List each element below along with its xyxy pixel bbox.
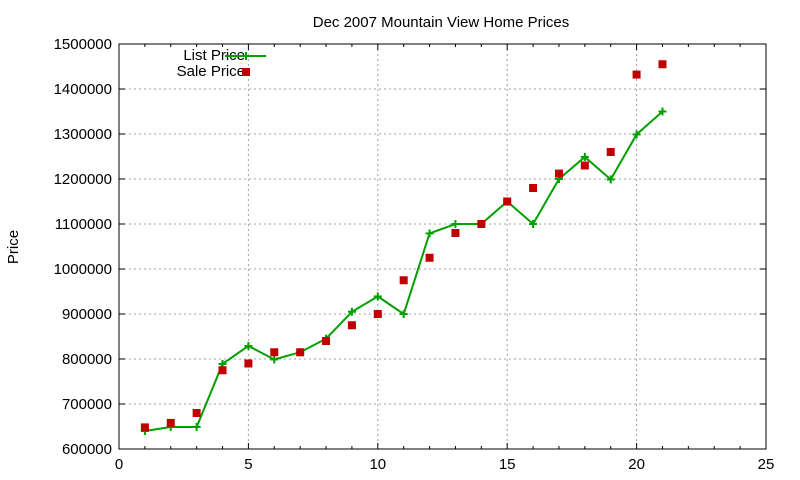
list-price-point <box>399 310 408 318</box>
sale-price-point <box>606 148 615 156</box>
sale-price-point <box>477 220 486 228</box>
list-price-point <box>192 422 201 431</box>
sale-price-point <box>529 184 538 192</box>
x-tick-label: 0 <box>115 456 123 473</box>
sale-price-point <box>658 60 667 69</box>
y-tick-label: 1000000 <box>54 261 112 278</box>
list-price-point <box>451 220 460 228</box>
sale-price-point <box>347 321 356 330</box>
sale-price-point <box>425 253 434 262</box>
sale-price-point <box>244 359 253 368</box>
y-axis-label: Price <box>5 230 22 264</box>
list-price-point <box>244 341 253 350</box>
legend-label-list-price: List Price <box>183 47 245 64</box>
sale-price-point <box>580 161 589 170</box>
plot-frame <box>118 43 767 450</box>
y-tick-label: 800000 <box>62 351 112 368</box>
sale-price-point <box>140 423 149 432</box>
grid <box>119 44 766 449</box>
sale-price-point <box>373 310 382 318</box>
sale-price-point <box>270 348 279 357</box>
chart-title: Dec 2007 Mountain View Home Prices <box>313 14 570 31</box>
list-price-point <box>347 307 356 316</box>
x-tick-label: 10 <box>369 456 386 473</box>
x-tick-label: 25 <box>758 456 775 473</box>
y-tick-label: 900000 <box>62 306 112 323</box>
y-tick-label: 1100000 <box>55 216 112 233</box>
sale-price-point <box>322 337 331 345</box>
legend-label-sale-price: Sale Price <box>177 63 245 80</box>
list-price-point <box>373 292 382 301</box>
list-price-point <box>529 220 538 228</box>
sale-price-point <box>218 366 227 375</box>
y-tick-label: 1300000 <box>54 126 112 143</box>
list-price-point <box>606 175 615 184</box>
sale-price-point <box>632 70 641 79</box>
axis-ticks: 0 5 10 15 20 25 600000 700000 800000 900000 100000… <box>54 36 775 473</box>
sale-price-point <box>399 276 408 285</box>
x-tick-label: 15 <box>499 456 516 473</box>
sale-price-point <box>296 348 305 357</box>
sale-price-point <box>166 418 175 427</box>
list-price-point <box>580 152 589 161</box>
y-tick-label: 1400000 <box>54 81 112 98</box>
list-price-point <box>270 355 279 364</box>
list-price-point <box>425 229 434 238</box>
list-price-point <box>632 130 641 139</box>
y-tick-label: 1500000 <box>54 36 112 53</box>
list-price-point <box>658 107 667 116</box>
x-tick-label: 20 <box>628 456 645 473</box>
y-tick-label: 1200000 <box>54 171 112 188</box>
sale-price-point <box>554 169 563 178</box>
sale-price-point <box>192 409 201 417</box>
y-tick-label: 700000 <box>62 396 112 413</box>
sale-price-point <box>451 229 460 237</box>
legend-marker-sale-price <box>242 68 250 76</box>
y-tick-label: 600000 <box>62 441 112 458</box>
x-tick-label: 5 <box>244 456 252 473</box>
series-group <box>140 60 667 435</box>
sale-price-point <box>503 197 512 206</box>
